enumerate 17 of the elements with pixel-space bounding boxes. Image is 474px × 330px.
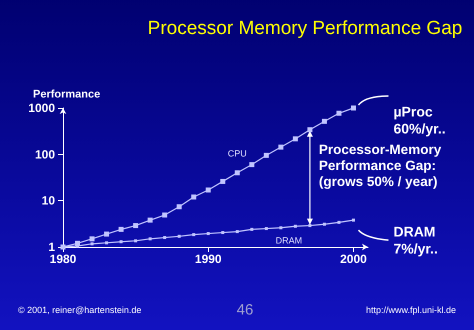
x-tick-label: 2000 xyxy=(340,252,368,266)
y-tick-label: 10 xyxy=(42,194,56,208)
text: DRAM 7%/yr.. xyxy=(393,224,440,257)
text: µProc 60%/yr.. xyxy=(393,104,446,136)
y-tick-label: 100 xyxy=(34,147,56,162)
series-label: DRAM xyxy=(276,235,302,246)
series-label: CPU xyxy=(228,148,247,158)
text: © 2001, reiner@hartenstein.de xyxy=(18,305,142,315)
y-tick-label: 1000 xyxy=(28,101,56,115)
text: 46 xyxy=(236,302,254,318)
annotation: Processor-Memory Performance Gap: (grows 50% / year) xyxy=(318,142,445,190)
x-tick-label: 1980 xyxy=(50,252,77,266)
y-tick-label: 1 xyxy=(48,240,56,254)
y-axis-title: Performance xyxy=(33,88,100,100)
x-tick-label: 1990 xyxy=(194,252,222,266)
chart-title: Processor Memory Performance Gap xyxy=(148,18,462,39)
text: http://www.fpl.uni-kl.de xyxy=(366,305,456,315)
